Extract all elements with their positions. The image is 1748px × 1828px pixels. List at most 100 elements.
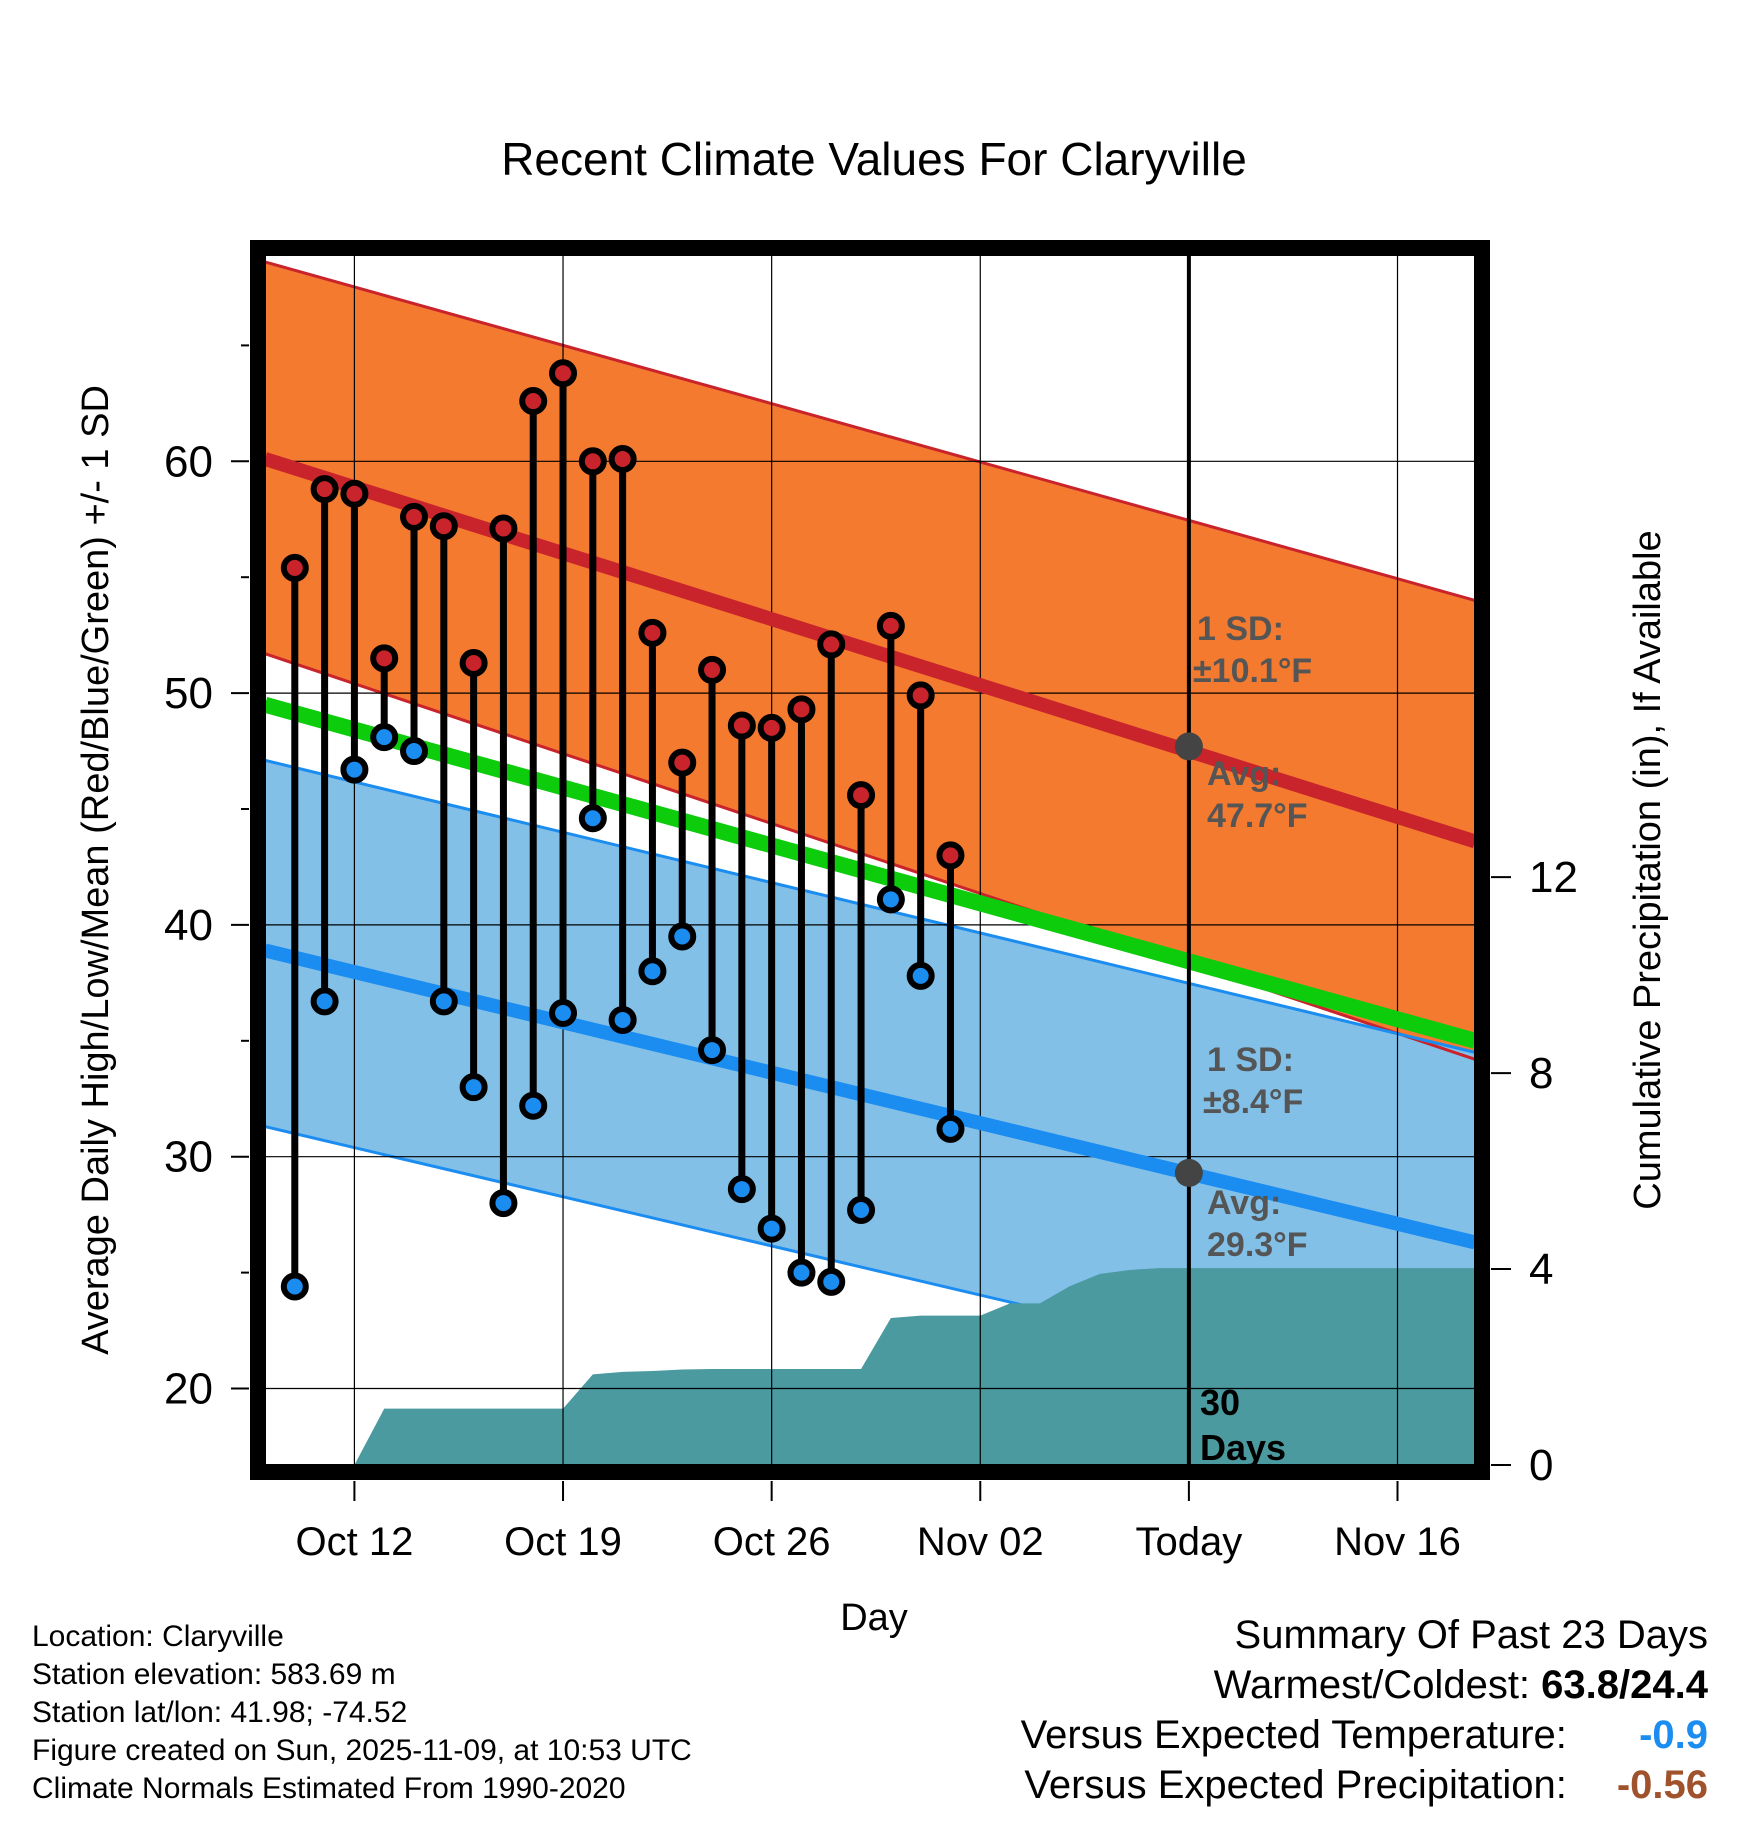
obs-low-point [519,1091,548,1120]
x-tick-label: Oct 19 [504,1520,622,1564]
precip-label: Versus Expected Precipitation: [1024,1763,1567,1807]
obs-low-point [727,1175,756,1204]
x-tick-label: Oct 26 [713,1520,831,1564]
obs-high-point [638,618,667,647]
obs-low-point [429,987,458,1016]
obs-low-point [876,885,905,914]
obs-high-point [847,781,876,810]
high-normal-line [262,452,1478,849]
observation-stems [291,373,954,1287]
obs-low-point [489,1189,518,1218]
y2-tick-label: 8 [1529,1049,1553,1098]
obs-low-point [280,1272,309,1301]
obs-high-point [429,512,458,541]
high-avg-value: 47.7°F [1207,797,1308,835]
x-axis-label: Day [840,1597,908,1639]
normal-lines [262,255,1478,1465]
obs-high-point [817,630,846,659]
obs-high-point [698,655,727,684]
temp-value: -0.9 [1639,1713,1708,1757]
y-tick-label: 40 [164,901,213,950]
obs-high-point [787,695,816,724]
low-avg-value: 29.3°F [1207,1226,1308,1264]
obs-high-point [578,447,607,476]
info-location: Location: Claryville [32,1620,284,1653]
obs-low-point [757,1214,786,1243]
obs-high-point [489,514,518,543]
low-normal-line [263,943,1477,1250]
low-sd-label: 1 SD: [1207,1041,1294,1079]
y2-tick-label: 0 [1529,1441,1553,1490]
obs-low-point [698,1036,727,1065]
low-sd-value: ±8.4°F [1203,1083,1303,1121]
obs-high-point [727,711,756,740]
summary-title: Summary Of Past 23 Days [1234,1613,1708,1657]
x-tick-label: Oct 12 [295,1520,413,1564]
y-tick-label: 20 [164,1365,213,1414]
y-axis-label: Average Daily High/Low/Mean (Red/Blue/Gr… [75,385,117,1355]
obs-low-point [578,804,607,833]
warm-cold-label: Warmest/Coldest: [1213,1663,1531,1707]
low-plus-sd-edge [264,758,1476,1054]
y-tick-label: 50 [164,669,213,718]
info-elevation: Station elevation: 583.69 m [32,1658,396,1691]
y2-tick-label: 12 [1529,853,1578,902]
obs-low-point [906,961,935,990]
summary-precip: Versus Expected Precipitation: -0.56 [1021,1760,1708,1810]
axes: 20 30 40 50 60 0 4 8 12 Oct 12 Oct 19 Oct 26 Nov 02 T… [164,240,1578,1564]
obs-low-point [549,998,578,1027]
mean-normal-line [262,696,1478,1049]
obs-low-point [638,957,667,986]
obs-high-point [549,359,578,388]
annotations: 1 SD: ±10.1°F Avg: 47.7°F 1 SD: ±8.4°F Avg: 29.… [1174,610,1312,1468]
summary-temp: Versus Expected Temperature: -0.9 [1021,1710,1708,1760]
obs-high-point [906,681,935,710]
x-tick-label: Nov 16 [1334,1520,1461,1564]
precip-value: -0.56 [1616,1763,1708,1807]
y-tick-label: 60 [164,437,213,486]
obs-high-point [519,387,548,416]
obs-high-point [668,748,697,777]
high-plus-sd-edge [264,260,1476,602]
station-info: Location: Claryville Station elevation: … [32,1618,692,1808]
high-sd-value: ±10.1°F [1193,652,1312,690]
obs-high-point [340,479,369,508]
obs-high-point [459,648,488,677]
obs-low-point [817,1267,846,1296]
temp-label: Versus Expected Temperature: [1020,1713,1567,1757]
high-avg-label: Avg: [1207,755,1281,793]
obs-low-point [847,1196,876,1225]
obs-low-point [370,723,399,752]
low-avg-label: Avg: [1207,1184,1281,1222]
chart-title: Recent Climate Values For Claryville [501,133,1247,185]
summary-warm-cold: Warmest/Coldest: 63.8/24.4 [1021,1660,1708,1710]
warm-cold-value: 63.8/24.4 [1541,1663,1708,1707]
y2-tick-label: 4 [1529,1245,1553,1294]
low-sd-band [265,760,1475,1412]
obs-low-point [668,922,697,951]
obs-low-point [936,1114,965,1143]
x-tick-label: Nov 02 [917,1520,1044,1564]
today-high-avg-point [1174,732,1203,761]
summary-panel: Summary Of Past 23 Days Warmest/Coldest:… [1021,1610,1708,1810]
obs-high-point [310,475,339,504]
y2-axis-label: Cumulative Precipitation (in), If Availa… [1627,530,1669,1209]
observation-markers [280,359,965,1301]
obs-high-point [370,644,399,673]
obs-low-point [608,1005,637,1034]
obs-low-point [340,755,369,784]
obs-low-point [459,1073,488,1102]
y-tick-label: 30 [164,1133,213,1182]
info-latlon: Station lat/lon: 41.98; -74.52 [32,1696,408,1729]
days-label-number: 30 [1200,1382,1240,1423]
high-sd-label: 1 SD: [1197,610,1284,648]
info-normals: Climate Normals Estimated From 1990-2020 [32,1772,626,1805]
days-label-word: Days [1200,1427,1286,1468]
today-low-avg-point [1174,1158,1203,1187]
obs-high-point [757,713,786,742]
obs-high-point [936,841,965,870]
obs-high-point [280,553,309,582]
precip-area [354,1268,1475,1465]
obs-high-point [608,444,637,473]
